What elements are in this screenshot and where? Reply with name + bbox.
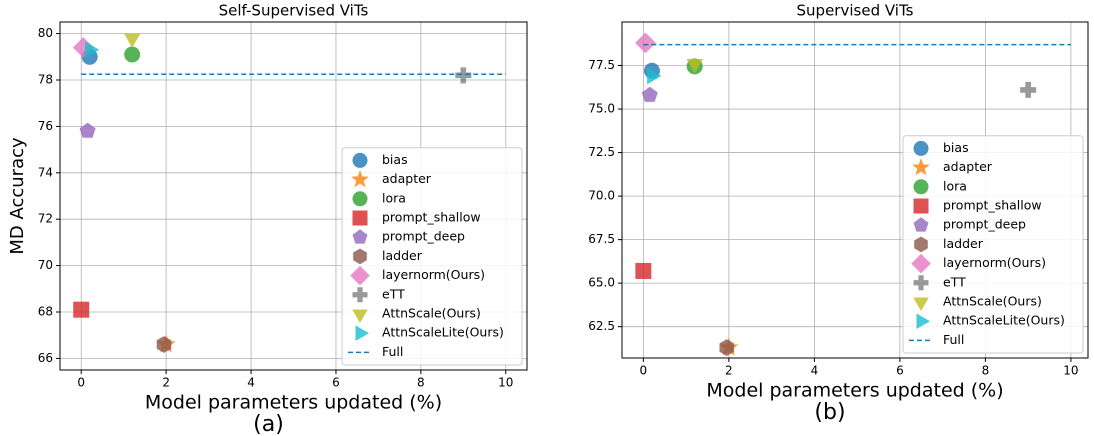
legend-marker xyxy=(913,140,929,156)
legend-marker xyxy=(351,170,369,188)
legend-box xyxy=(341,147,523,366)
y-tick-label: 66 xyxy=(38,351,53,365)
x-tick-label: 10 xyxy=(498,376,513,390)
y-tick-label: 70 xyxy=(38,258,53,272)
x-tick-label: 4 xyxy=(247,376,255,390)
legend-marker xyxy=(916,313,930,329)
x-tick-label: 10 xyxy=(1063,364,1078,378)
y-tick-label: 72 xyxy=(38,212,53,226)
point xyxy=(1020,81,1037,98)
legend-label: eTT xyxy=(943,274,966,289)
legend-marker xyxy=(913,275,929,291)
legend-marker xyxy=(352,191,368,207)
legend-label: lora xyxy=(382,190,406,205)
y-tick-label: 77.5 xyxy=(588,58,615,72)
legend-label: AttnScale(Ours) xyxy=(382,306,481,321)
point xyxy=(79,122,96,138)
point xyxy=(73,301,90,318)
axes-frame xyxy=(59,21,528,371)
x-tick-label: 6 xyxy=(332,376,340,390)
legend-label: AttnScaleLite(Ours) xyxy=(943,313,1065,328)
legend-label: AttnScale(Ours) xyxy=(943,294,1042,309)
x-tick-label: 0 xyxy=(640,364,648,378)
point xyxy=(124,46,141,63)
legend-marker xyxy=(352,309,368,323)
x-axis-label: Model parameters updated (%) xyxy=(706,380,1003,402)
y-tick-label: 72.5 xyxy=(588,145,615,159)
y-axis-label: MD Accuracy xyxy=(7,137,28,255)
y-tick-label: 76 xyxy=(38,119,53,133)
y-tick-label: 78 xyxy=(38,73,53,87)
legend-label: Full xyxy=(943,332,964,347)
legend-label: AttnScaleLite(Ours) xyxy=(382,325,504,340)
point xyxy=(641,86,658,102)
legend-label: ladder xyxy=(943,236,984,251)
point xyxy=(635,262,652,279)
x-tick-label: 8 xyxy=(417,376,425,390)
y-tick-label: 75.0 xyxy=(588,102,615,116)
legend-label: layernorm(Ours) xyxy=(382,267,485,282)
legend-label: prompt_deep xyxy=(382,229,465,244)
legend-marker xyxy=(913,217,929,232)
x-tick-label: 2 xyxy=(725,364,733,378)
y-tick-label: 70.0 xyxy=(588,189,615,203)
legend-label: lora xyxy=(943,178,967,193)
legend-label: layernorm(Ours) xyxy=(943,255,1046,270)
point xyxy=(719,339,734,356)
legend-marker xyxy=(911,253,931,274)
y-tick-label: 65.0 xyxy=(588,276,615,290)
legend-marker xyxy=(914,236,928,253)
x-tick-label: 2 xyxy=(162,376,170,390)
legend-marker xyxy=(913,198,929,214)
y-tick-label: 62.5 xyxy=(588,319,615,333)
legend-marker xyxy=(353,248,367,265)
chart-title: Supervised ViTs xyxy=(797,2,914,20)
legend-marker xyxy=(912,158,930,176)
legend-label: adapter xyxy=(943,159,993,174)
legend-label: eTT xyxy=(382,286,405,301)
x-tick-label: 6 xyxy=(896,364,904,378)
point xyxy=(84,41,100,59)
chart-title: Self-Supervised ViTs xyxy=(219,2,369,20)
legend-label: prompt_deep xyxy=(943,217,1026,232)
legend-label: bias xyxy=(943,140,969,155)
point xyxy=(123,33,141,48)
legend-marker xyxy=(350,265,370,286)
point xyxy=(156,336,172,353)
y-tick-label: 74 xyxy=(38,165,53,179)
legend-box xyxy=(902,135,1084,354)
legend-label: bias xyxy=(382,152,408,167)
legend-label: prompt_shallow xyxy=(943,198,1042,213)
legend-label: Full xyxy=(382,344,403,359)
y-tick-label: 67.5 xyxy=(588,232,615,246)
panel-label: (a) xyxy=(253,412,284,436)
point xyxy=(635,32,656,54)
legend-marker xyxy=(913,297,929,311)
x-tick-label: 4 xyxy=(811,364,819,378)
legend-label: prompt_shallow xyxy=(382,210,481,225)
legend-label: adapter xyxy=(382,171,432,186)
x-tick-label: 0 xyxy=(77,376,85,390)
axes-frame xyxy=(621,21,1089,359)
legend-marker xyxy=(352,229,368,244)
x-tick-label: 8 xyxy=(982,364,990,378)
y-tick-label: 68 xyxy=(38,305,53,319)
point xyxy=(647,67,662,85)
y-tick-label: 80 xyxy=(38,26,53,40)
legend-marker xyxy=(355,325,369,341)
legend-marker xyxy=(352,210,368,226)
x-axis-label: Model parameters updated (%) xyxy=(145,392,442,414)
legend-marker xyxy=(913,179,929,195)
panel-label: (b) xyxy=(814,400,845,425)
legend-marker xyxy=(352,152,368,168)
legend-marker xyxy=(352,287,368,303)
point xyxy=(455,67,472,84)
legend-label: ladder xyxy=(382,248,423,263)
point xyxy=(72,37,94,58)
point xyxy=(686,59,703,74)
